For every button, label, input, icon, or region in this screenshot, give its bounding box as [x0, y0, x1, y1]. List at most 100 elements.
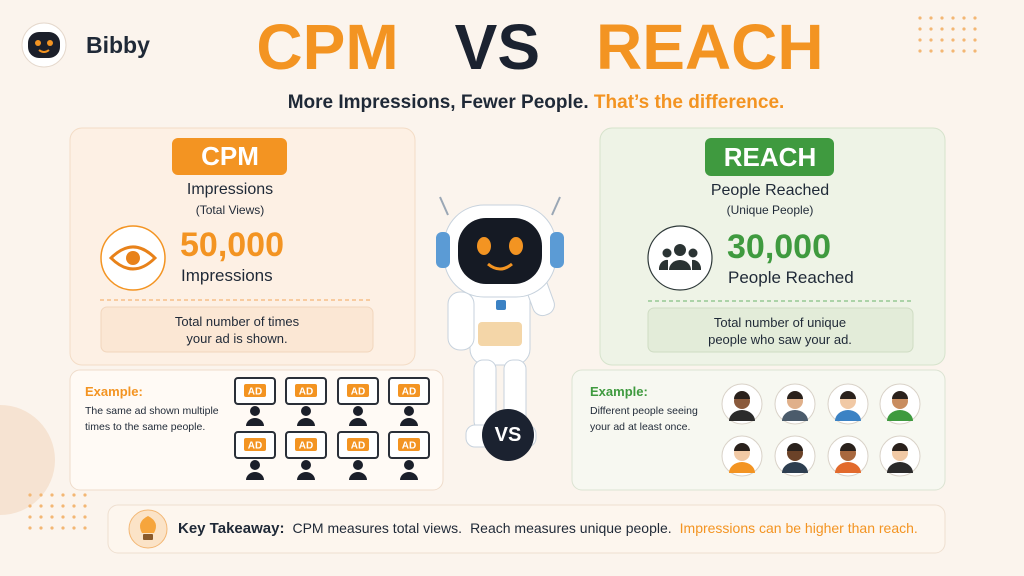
example-line: times to the same people. — [85, 421, 206, 433]
avatar — [887, 462, 913, 473]
takeaway-point: CPM measures total views. — [292, 520, 463, 536]
decor-dot — [72, 526, 76, 530]
viewer — [246, 472, 264, 480]
decor-dot — [39, 526, 43, 530]
metric-label: Impressions — [181, 266, 273, 285]
subtitle-highlight: That’s the difference. — [593, 92, 785, 113]
decor-dot — [940, 16, 944, 20]
decor-dot — [61, 515, 65, 519]
vs-badge-bg — [482, 409, 534, 461]
definition: Total number of unique people who saw yo… — [708, 314, 852, 348]
decor-dot — [951, 49, 955, 53]
eye-icon — [108, 245, 158, 271]
ad-label: AD — [248, 441, 262, 452]
decor-dot — [929, 49, 933, 53]
decor-dot — [50, 526, 54, 530]
viewer — [349, 418, 367, 426]
cpm-badge-bg — [172, 138, 287, 175]
reach-badge: REACH — [723, 142, 817, 172]
metric: 30,000 — [727, 228, 831, 266]
definition-box — [647, 307, 914, 353]
viewer — [297, 418, 315, 426]
decor-dot — [918, 27, 922, 31]
decor-dot — [72, 504, 76, 508]
decor-dot — [918, 38, 922, 42]
example-label: Example: — [590, 384, 648, 399]
viewer — [400, 472, 418, 480]
avatar — [729, 462, 755, 473]
brand: Bibby — [86, 32, 150, 58]
decor-dot — [918, 16, 922, 20]
heading: People Reached — [710, 182, 830, 199]
ad-label: AD — [299, 441, 313, 452]
vs-badge: VS — [494, 424, 522, 446]
example-line: Different people seeing — [590, 405, 698, 417]
ad-screen — [244, 438, 266, 451]
avatar — [782, 410, 808, 421]
decor-dot — [61, 493, 65, 497]
decor-dot — [50, 515, 54, 519]
decor-dot — [83, 493, 87, 497]
decor-dot — [940, 27, 944, 31]
robot — [436, 196, 564, 448]
subheading: (Unique People) — [726, 203, 814, 217]
takeaway: Key Takeaway: CPM measures total views. … — [178, 520, 918, 537]
avatar — [892, 443, 908, 451]
ad-screen — [244, 384, 266, 397]
ad-screen — [295, 438, 317, 451]
avatar — [734, 391, 750, 399]
viewer — [250, 406, 260, 416]
viewer — [404, 460, 414, 470]
decor-dot — [39, 493, 43, 497]
ad-screen — [347, 384, 369, 397]
ad-screen — [398, 438, 420, 451]
decor-dot — [929, 27, 933, 31]
decor-dot — [28, 504, 32, 508]
decor-dot — [973, 38, 977, 42]
decor-dot — [962, 16, 966, 20]
ad-screen — [347, 438, 369, 451]
decor-dot — [951, 27, 955, 31]
title-left: CPM — [256, 11, 399, 83]
decor-dot — [83, 526, 87, 530]
definition-box — [100, 306, 374, 353]
decor-dot — [918, 49, 922, 53]
takeaway-box — [107, 504, 946, 554]
heading: Impressions — [186, 181, 274, 198]
avatar — [729, 410, 755, 421]
ad-label: AD — [248, 387, 262, 398]
avatar — [892, 391, 908, 399]
avatar — [835, 410, 861, 421]
takeaway-point: Reach measures unique people. — [470, 520, 672, 536]
definition-line: people who saw your ad. — [708, 332, 852, 347]
example-line: The same ad shown multiple — [85, 405, 219, 417]
title: CPM VS REACH — [256, 10, 823, 84]
decor-dot — [929, 38, 933, 42]
avatar — [835, 462, 861, 473]
metric: 50,000 — [180, 226, 284, 264]
decor-dot — [940, 49, 944, 53]
cpm-badge: CPM — [201, 141, 259, 171]
avatar — [840, 391, 856, 399]
viewer — [353, 406, 363, 416]
title-right: REACH — [596, 11, 824, 83]
decor-dot — [83, 515, 87, 519]
reach-badge-bg — [705, 138, 834, 176]
ad-label: AD — [402, 441, 416, 452]
ad-screen — [398, 384, 420, 397]
logo — [21, 22, 67, 68]
example-text: The same ad shown multiple times to the … — [85, 403, 219, 435]
decor-dot — [61, 526, 65, 530]
decor-dot — [28, 515, 32, 519]
decor-dot — [973, 16, 977, 20]
decor-dot — [72, 515, 76, 519]
decor-dot — [50, 493, 54, 497]
viewer — [349, 472, 367, 480]
definition-line: your ad is shown. — [186, 331, 288, 346]
viewer — [301, 406, 311, 416]
avatar — [787, 443, 803, 451]
decor-dot — [940, 38, 944, 42]
avatar — [782, 462, 808, 473]
decor-dot — [83, 504, 87, 508]
